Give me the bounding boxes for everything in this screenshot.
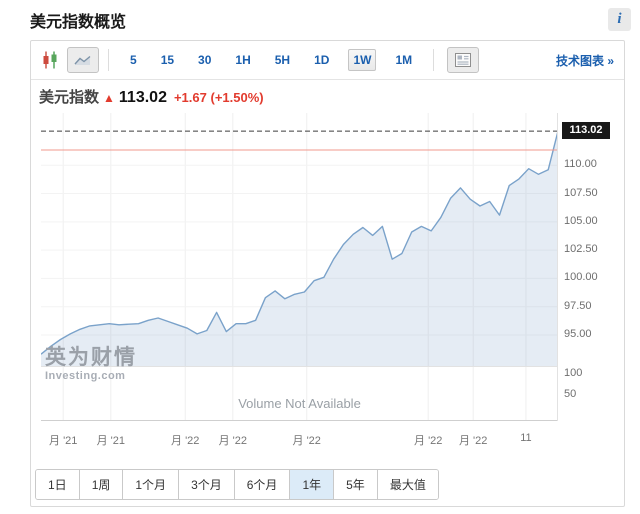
- x-tick-label: 月 '21: [49, 435, 78, 447]
- y-tick-label: 105.00: [564, 214, 598, 227]
- range-button-1m[interactable]: 1个月: [123, 470, 180, 499]
- candlestick-chart-icon[interactable]: [39, 47, 63, 73]
- page-title: 美元指数概览: [30, 14, 127, 31]
- info-icon[interactable]: i: [608, 8, 631, 31]
- technical-chart-link[interactable]: 技术图表 »: [555, 53, 614, 68]
- interval-button-15[interactable]: 15: [160, 53, 175, 67]
- x-tick-label: 月 '21: [96, 435, 125, 447]
- news-layout-icon[interactable]: [447, 47, 480, 73]
- chart-widget: 5 15 30 1H 5H 1D 1W 1M 技术图表 » 美元指数 ▲ 113.02 +1.…: [30, 40, 625, 507]
- line-chart-icon[interactable]: [67, 47, 99, 73]
- quote-row: 美元指数 ▲ 113.02 +1.67 (+1.50%): [39, 86, 264, 107]
- chart-toolbar: 5 15 30 1H 5H 1D 1W 1M 技术图表 »: [31, 41, 624, 80]
- range-button-1y[interactable]: 1年: [290, 470, 335, 499]
- up-arrow-icon: ▲: [103, 91, 115, 105]
- toolbar-divider: [433, 49, 435, 71]
- range-button-1w[interactable]: 1周: [79, 470, 124, 499]
- interval-button-30[interactable]: 30: [198, 53, 212, 67]
- range-button-1d[interactable]: 1日: [36, 470, 80, 499]
- volume-tick-label: 50: [564, 388, 577, 400]
- range-button-3m[interactable]: 3个月: [179, 470, 235, 499]
- x-tick-label: 11: [520, 432, 532, 444]
- price-axis: 110.00 107.50 105.00 102.50 100.00 97.50 95.00…: [564, 113, 622, 421]
- y-tick-label: 95.00: [564, 327, 592, 340]
- last-price-badge: 113.02: [562, 122, 610, 140]
- x-tick-label: 月 '22: [218, 435, 247, 447]
- interval-button-1d[interactable]: 1D: [314, 53, 330, 67]
- interval-button-5[interactable]: 5: [130, 53, 137, 67]
- toolbar-divider: [108, 49, 109, 71]
- volume-tick-label: 100: [564, 367, 583, 379]
- price-change: +1.67 (+1.50%): [173, 90, 264, 105]
- y-tick-label: 107.50: [564, 186, 598, 199]
- x-tick-label: 月 '22: [292, 435, 321, 447]
- interval-list: 5 15 30 1H 5H 1D 1W 1M: [118, 49, 424, 71]
- y-tick-label: 100.00: [564, 271, 598, 284]
- instrument-name: 美元指数: [39, 89, 100, 106]
- x-tick-label: 月 '22: [414, 435, 443, 447]
- price-chart[interactable]: 英为财情 Investing.com Volume Not Available: [41, 113, 558, 421]
- time-axis: 月 '21 月 '21 月 '22 月 '22 月 '22 月 '22 月 '22 11: [41, 432, 558, 447]
- y-tick-label: 102.50: [564, 243, 598, 256]
- range-button-6m[interactable]: 6个月: [234, 470, 291, 499]
- price-chart-svg: [41, 113, 558, 421]
- range-button-max[interactable]: 最大值: [377, 470, 438, 499]
- y-tick-label: 97.50: [564, 299, 592, 312]
- interval-button-1w[interactable]: 1W: [348, 49, 377, 71]
- interval-button-1m[interactable]: 1M: [395, 53, 413, 67]
- x-tick-label: 月 '22: [459, 435, 488, 447]
- volume-note: Volume Not Available: [238, 396, 361, 411]
- y-tick-label: 110.00: [564, 158, 597, 171]
- range-button-5y[interactable]: 5年: [334, 470, 378, 499]
- x-tick-label: 月 '22: [171, 435, 200, 447]
- interval-button-5h[interactable]: 5H: [274, 53, 291, 67]
- last-price: 113.02: [118, 89, 167, 106]
- range-selector: 1日 1周 1个月 3个月 6个月 1年 5年 最大值: [35, 469, 439, 500]
- interval-button-1h[interactable]: 1H: [235, 53, 251, 67]
